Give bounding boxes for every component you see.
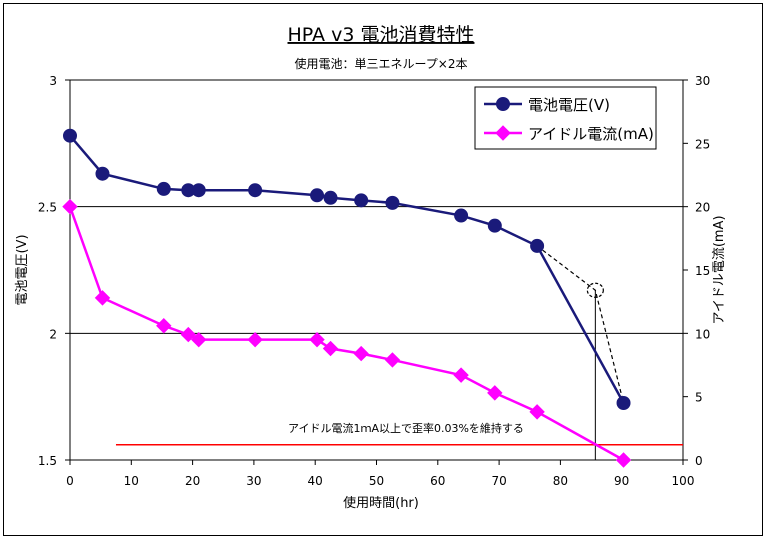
data-point [309, 331, 325, 348]
y2-tick-label: 20 [695, 201, 710, 215]
series-1 [63, 128, 631, 410]
y-tick-label: 2.5 [38, 201, 57, 215]
series-layer [62, 128, 632, 468]
dashed-circle-marker [586, 282, 604, 298]
x-tick-label: 70 [491, 474, 506, 488]
data-point [63, 128, 77, 143]
x-tick-label: 60 [430, 474, 445, 488]
legend-label: 電池電圧(V) [528, 96, 610, 114]
gridlines [70, 206, 683, 334]
data-point [62, 198, 78, 215]
x-tick-label: 50 [369, 474, 384, 488]
data-point [353, 345, 369, 362]
data-point [615, 452, 632, 468]
x-tick-label: 100 [672, 474, 695, 488]
data-point [529, 404, 545, 420]
legend-marker [495, 125, 511, 141]
y2-tick-label: 0 [695, 454, 703, 468]
data-point [191, 331, 207, 348]
chart-subtitle: 使用電池：単三エネループ×2本 [295, 56, 468, 71]
data-point [322, 340, 339, 357]
x-axis: 0 10 20 30 40 50 60 70 80 90 100 [66, 460, 694, 488]
dashed-projection-line [536, 245, 625, 404]
legend-label: アイドル電流(mA) [528, 125, 654, 143]
data-point [530, 238, 545, 253]
data-point [385, 195, 400, 210]
data-point [323, 190, 338, 205]
series-2 [62, 198, 632, 468]
x-tick-label: 90 [614, 474, 629, 488]
x-axis-label: 使用時間(hr) [343, 495, 419, 511]
chart-title: HPA v3 電池消費特性 [288, 24, 475, 46]
y2-tick-label: 15 [695, 264, 710, 278]
y2-tick-label: 10 [695, 327, 710, 341]
x-tick-label: 0 [66, 474, 74, 488]
x-tick-label: 30 [246, 474, 261, 488]
legend-marker [496, 97, 510, 111]
data-point [156, 318, 172, 334]
data-point [384, 352, 401, 368]
data-point [191, 183, 206, 198]
legend: 電池電圧(V) アイドル電流(mA) [474, 86, 657, 150]
x-tick-label: 10 [124, 474, 139, 488]
y-tick-label: 2 [49, 327, 57, 341]
y-tick-label: 3 [49, 74, 57, 88]
data-point [310, 188, 325, 203]
annotations [115, 245, 683, 460]
y2-axis-label: アイドル電流(mA) [712, 215, 727, 324]
y-axis-label: 電池電圧(V) [15, 234, 30, 305]
data-point [354, 193, 369, 208]
threshold-annotation: アイドル電流1ｍA以上で歪率0.03%を維持する [288, 421, 524, 435]
y2-tick-label: 30 [695, 74, 710, 88]
y2-tick-label: 5 [695, 391, 703, 405]
data-point [248, 183, 263, 198]
y-tick-label: 1.5 [38, 454, 57, 468]
series-line [69, 134, 625, 404]
data-point [616, 396, 631, 410]
data-point [454, 208, 469, 223]
data-point [453, 367, 469, 383]
data-point [156, 181, 171, 196]
y2-tick-label: 25 [695, 137, 710, 151]
data-point [487, 218, 502, 233]
x-tick-label: 20 [185, 474, 200, 488]
data-point [247, 331, 263, 348]
data-point [487, 385, 503, 401]
legend-box [474, 86, 657, 150]
y-axis-right: 0 5 10 15 20 25 30 [683, 74, 710, 468]
data-point [94, 290, 111, 306]
data-point [180, 326, 197, 343]
data-point [95, 166, 110, 181]
x-tick-label: 40 [308, 474, 323, 488]
x-tick-label: 80 [553, 474, 568, 488]
